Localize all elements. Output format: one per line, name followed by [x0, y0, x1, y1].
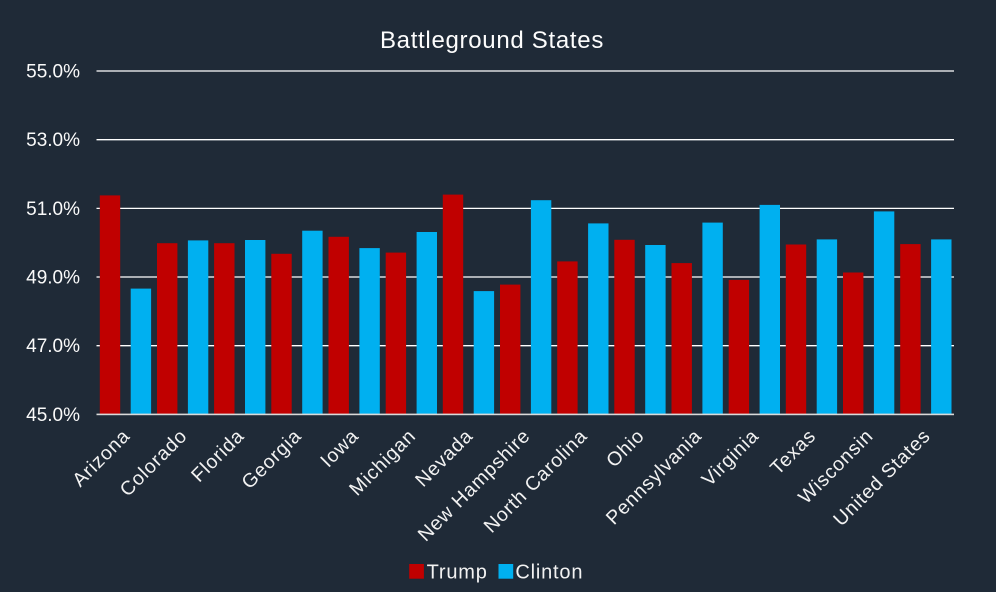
svg-text:47.0%: 47.0%	[26, 336, 80, 357]
svg-text:53.0%: 53.0%	[26, 130, 80, 151]
svg-text:51.0%: 51.0%	[26, 199, 80, 220]
svg-text:55.0%: 55.0%	[26, 62, 80, 83]
svg-text:Clinton: Clinton	[515, 561, 583, 583]
svg-text:Battleground States: Battleground States	[380, 27, 604, 54]
svg-text:49.0%: 49.0%	[26, 268, 80, 289]
svg-text:45.0%: 45.0%	[26, 405, 80, 426]
svg-text:Trump: Trump	[427, 561, 488, 583]
